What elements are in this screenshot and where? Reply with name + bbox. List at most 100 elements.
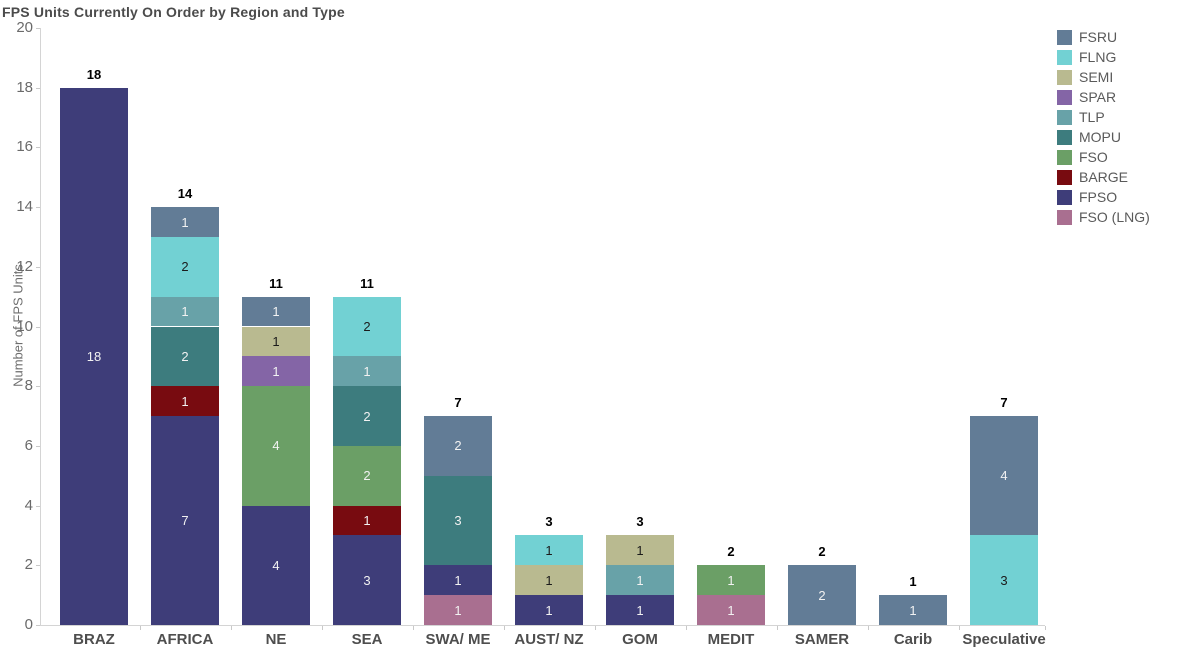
segment-value-label: 1	[363, 363, 371, 379]
legend-swatch-icon	[1057, 209, 1072, 225]
x-tick-mark	[958, 626, 960, 630]
bar-segment-ne-spar[interactable]: 1	[242, 356, 310, 387]
bar-segment-sea-fpso[interactable]: 3	[333, 535, 401, 625]
bar-segment-africa-barge[interactable]: 1	[151, 386, 219, 417]
y-tick-label: 16	[16, 138, 33, 156]
y-tick-mark	[36, 87, 40, 89]
segment-value-label: 1	[272, 333, 280, 349]
bar-segment-swa-me-fpso[interactable]: 1	[424, 565, 492, 596]
legend-label: FSRU	[1079, 29, 1118, 45]
legend-label: SEMI	[1079, 69, 1114, 85]
segment-value-label: 1	[363, 513, 371, 529]
bar-segment-gom-fpso[interactable]: 1	[606, 595, 674, 625]
x-tick-mark	[1045, 626, 1046, 630]
legend-swatch-icon	[1057, 49, 1072, 65]
legend-swatch-icon	[1057, 169, 1072, 185]
bar-segment-aust-nz-flng[interactable]: 1	[515, 535, 583, 566]
bar-segment-speculative-fsru[interactable]: 4	[970, 416, 1038, 536]
segment-value-label: 1	[181, 214, 189, 230]
legend-item-flng[interactable]: FLNG	[1057, 47, 1150, 67]
chart-title: FPS Units Currently On Order by Region a…	[2, 4, 345, 20]
legend-label: FSO	[1079, 149, 1108, 165]
segment-value-label: 3	[363, 572, 371, 588]
x-category-label: BRAZ	[73, 631, 115, 648]
segment-value-label: 3	[454, 513, 462, 529]
y-tick-label: 4	[24, 496, 33, 514]
legend-label: MOPU	[1079, 129, 1121, 145]
bar-segment-ne-fpso[interactable]: 4	[242, 505, 310, 625]
y-tick-label: 6	[24, 436, 33, 454]
segment-value-label: 2	[818, 587, 826, 603]
bar-segment-sea-flng[interactable]: 2	[333, 296, 401, 357]
legend-label: FSO (LNG)	[1079, 209, 1150, 225]
bar-segment-africa-flng[interactable]: 2	[151, 236, 219, 297]
x-tick-mark	[594, 626, 596, 630]
bar-segment-medit-fso[interactable]: 1	[697, 565, 765, 596]
segment-value-label: 1	[636, 542, 644, 558]
bar-segment-medit-fso-lng[interactable]: 1	[697, 595, 765, 625]
segment-value-label: 1	[545, 572, 553, 588]
segment-value-label: 2	[363, 468, 371, 484]
legend-item-semi[interactable]: SEMI	[1057, 67, 1150, 87]
bar-segment-sea-barge[interactable]: 1	[333, 505, 401, 536]
legend-label: FLNG	[1079, 49, 1117, 65]
segment-value-label: 4	[272, 438, 280, 454]
legend-item-fso[interactable]: FSO	[1057, 147, 1150, 167]
bar-segment-ne-fso[interactable]: 4	[242, 386, 310, 506]
legend-item-tlp[interactable]: TLP	[1057, 107, 1150, 127]
bar-segment-aust-nz-semi[interactable]: 1	[515, 565, 583, 596]
bar-segment-africa-tlp[interactable]: 1	[151, 296, 219, 327]
legend-item-fpso[interactable]: FPSO	[1057, 187, 1150, 207]
bar-total-label: 7	[454, 395, 462, 411]
bar-segment-gom-tlp[interactable]: 1	[606, 565, 674, 596]
segment-value-label: 1	[727, 602, 735, 618]
bar-total-label: 11	[269, 275, 283, 291]
bar-segment-aust-nz-fpso[interactable]: 1	[515, 595, 583, 625]
bar-segment-africa-fpso[interactable]: 7	[151, 416, 219, 625]
x-category-label: NE	[265, 631, 287, 648]
legend-item-spar[interactable]: SPAR	[1057, 87, 1150, 107]
bar-segment-braz-fpso[interactable]: 18	[60, 87, 128, 625]
y-tick-label: 8	[24, 377, 33, 395]
x-category-label: AFRICA	[156, 631, 214, 648]
bar-segment-swa-me-fso-lng[interactable]: 1	[424, 595, 492, 625]
x-tick-mark	[412, 626, 414, 630]
legend-item-mopu[interactable]: MOPU	[1057, 127, 1150, 147]
y-tick-mark	[36, 445, 40, 447]
y-tick-mark	[36, 386, 40, 388]
legend-item-fsru[interactable]: FSRU	[1057, 27, 1150, 47]
bar-segment-samer-fsru[interactable]: 2	[788, 565, 856, 625]
x-tick-mark	[776, 626, 778, 630]
segment-value-label: 2	[363, 408, 371, 424]
y-tick-mark	[36, 266, 40, 268]
bar-segment-swa-me-fsru[interactable]: 2	[424, 416, 492, 476]
legend-label: TLP	[1079, 109, 1105, 125]
bar-segment-gom-semi[interactable]: 1	[606, 535, 674, 566]
segment-value-label: 1	[636, 602, 644, 618]
bar-segment-ne-fsru[interactable]: 1	[242, 296, 310, 327]
legend-item-fso-lng[interactable]: FSO (LNG)	[1057, 207, 1150, 227]
legend-item-barge[interactable]: BARGE	[1057, 167, 1150, 187]
bar-segment-ne-semi[interactable]: 1	[242, 326, 310, 357]
segment-value-label: 1	[272, 304, 280, 320]
bar-segment-sea-tlp[interactable]: 1	[333, 356, 401, 387]
bar-segment-sea-fso[interactable]: 2	[333, 445, 401, 506]
x-tick-mark	[685, 626, 687, 630]
bar-segment-africa-fsru[interactable]: 1	[151, 207, 219, 237]
y-tick-label: 18	[16, 78, 33, 96]
bar-segment-africa-mopu[interactable]: 2	[151, 326, 219, 387]
legend-swatch-icon	[1057, 149, 1072, 165]
segment-value-label: 18	[86, 348, 102, 364]
bar-segment-carib-fsru[interactable]: 1	[879, 595, 947, 625]
x-tick-mark	[321, 626, 323, 630]
segment-value-label: 2	[363, 318, 371, 334]
y-tick-mark	[36, 326, 40, 328]
bar-segment-sea-mopu[interactable]: 2	[333, 386, 401, 446]
segment-value-label: 1	[181, 304, 189, 320]
y-tick-mark	[36, 207, 40, 209]
bar-segment-swa-me-mopu[interactable]: 3	[424, 475, 492, 566]
segment-value-label: 1	[181, 393, 189, 409]
x-tick-mark	[139, 626, 141, 630]
bar-segment-speculative-flng[interactable]: 3	[970, 535, 1038, 625]
y-tick-label: 2	[24, 556, 33, 574]
